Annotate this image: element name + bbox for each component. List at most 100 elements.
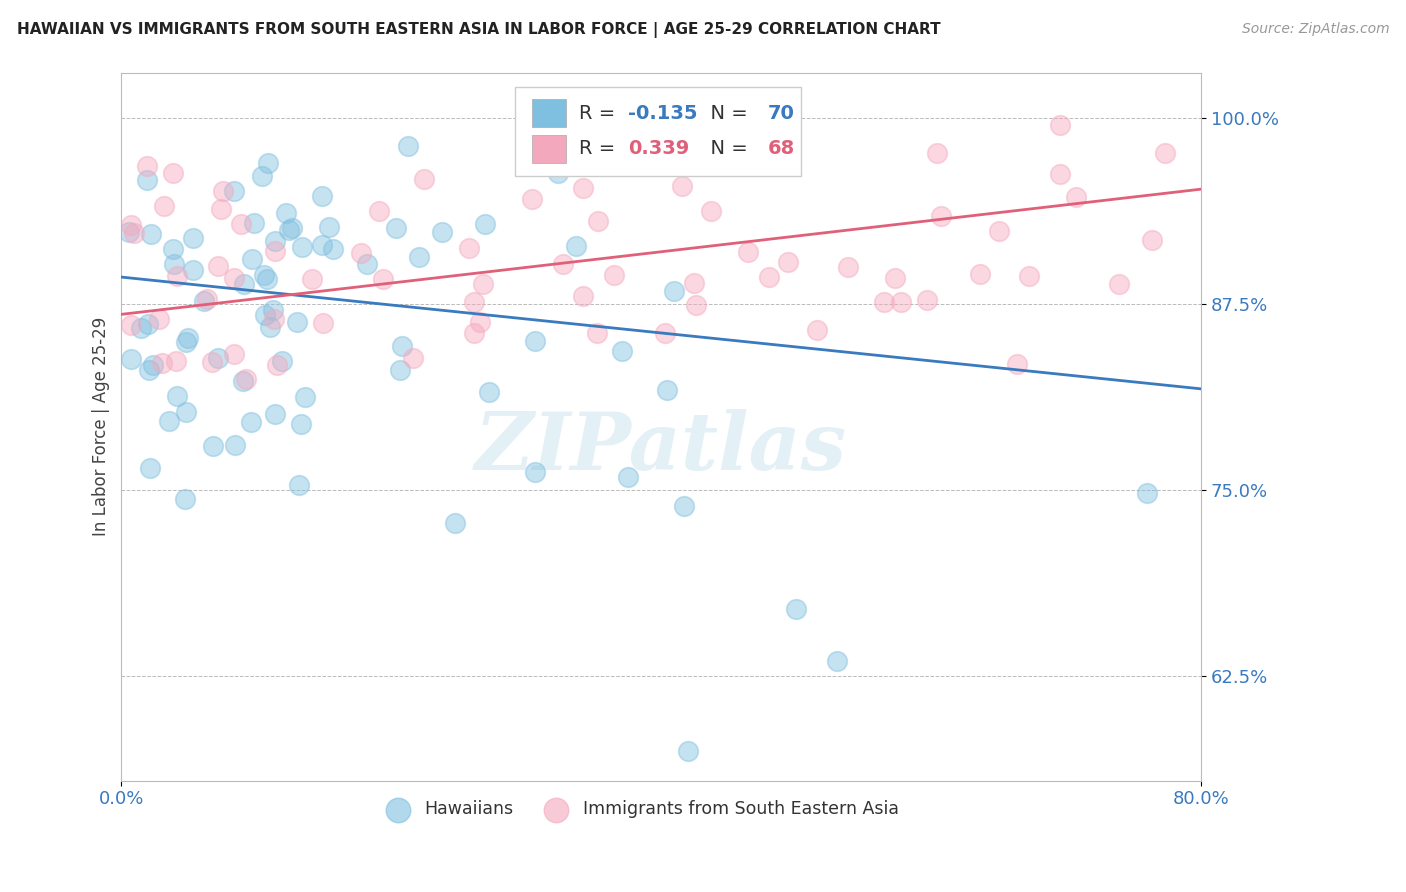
- Point: [120, 218, 142, 232]
- Point: [207, 259, 229, 273]
- Point: [136, 159, 159, 173]
- Text: N =: N =: [697, 103, 754, 123]
- Point: [969, 267, 991, 281]
- Point: [474, 217, 496, 231]
- Point: [676, 744, 699, 758]
- Point: [785, 602, 807, 616]
- Point: [201, 355, 224, 369]
- Point: [742, 113, 765, 128]
- Point: [174, 405, 197, 419]
- Point: [253, 268, 276, 283]
- Point: [148, 311, 170, 326]
- Point: [396, 139, 419, 153]
- Point: [470, 315, 492, 329]
- Point: [384, 220, 406, 235]
- Point: [153, 199, 176, 213]
- Point: [664, 284, 686, 298]
- Point: [1153, 145, 1175, 160]
- Point: [522, 192, 544, 206]
- Text: 0.339: 0.339: [627, 139, 689, 158]
- Point: [120, 318, 142, 333]
- Point: [673, 499, 696, 513]
- Point: [195, 293, 218, 307]
- Point: [262, 302, 284, 317]
- Point: [322, 242, 344, 256]
- Point: [264, 234, 287, 248]
- Point: [263, 244, 285, 258]
- Point: [671, 178, 693, 193]
- Point: [288, 478, 311, 492]
- Point: [884, 271, 907, 285]
- Point: [758, 269, 780, 284]
- Text: R =: R =: [579, 139, 621, 158]
- Point: [547, 166, 569, 180]
- Point: [391, 339, 413, 353]
- Point: [371, 272, 394, 286]
- Point: [458, 241, 481, 255]
- Point: [222, 185, 245, 199]
- Point: [356, 257, 378, 271]
- Point: [586, 214, 609, 228]
- Point: [138, 363, 160, 377]
- Point: [603, 268, 626, 282]
- Point: [166, 389, 188, 403]
- Point: [259, 319, 281, 334]
- Text: R =: R =: [579, 103, 621, 123]
- Point: [311, 189, 333, 203]
- Point: [263, 311, 285, 326]
- Point: [232, 277, 254, 291]
- Point: [301, 271, 323, 285]
- Point: [472, 277, 495, 291]
- Point: [243, 216, 266, 230]
- Point: [291, 240, 314, 254]
- Point: [927, 145, 949, 160]
- Point: [402, 351, 425, 366]
- Point: [463, 326, 485, 340]
- Point: [412, 171, 434, 186]
- Point: [222, 346, 245, 360]
- Y-axis label: In Labor Force | Age 25-29: In Labor Force | Age 25-29: [93, 318, 110, 536]
- Point: [683, 277, 706, 291]
- Point: [131, 321, 153, 335]
- Point: [193, 293, 215, 308]
- Point: [617, 470, 640, 484]
- Point: [350, 246, 373, 260]
- Point: [654, 326, 676, 340]
- Point: [1108, 277, 1130, 291]
- Point: [165, 353, 187, 368]
- Point: [157, 414, 180, 428]
- Point: [929, 209, 952, 223]
- Point: [586, 326, 609, 341]
- Text: HAWAIIAN VS IMMIGRANTS FROM SOUTH EASTERN ASIA IN LABOR FORCE | AGE 25-29 CORREL: HAWAIIAN VS IMMIGRANTS FROM SOUTH EASTER…: [17, 22, 941, 38]
- Point: [231, 217, 253, 231]
- Point: [564, 238, 586, 252]
- Text: -0.135: -0.135: [627, 103, 697, 123]
- Point: [478, 384, 501, 399]
- Point: [207, 351, 229, 366]
- Point: [209, 202, 232, 216]
- Point: [837, 260, 859, 275]
- Point: [408, 250, 430, 264]
- Point: [181, 263, 204, 277]
- Point: [150, 356, 173, 370]
- Point: [166, 269, 188, 284]
- Text: ZIPatlas: ZIPatlas: [475, 409, 848, 487]
- Point: [162, 166, 184, 180]
- Text: N =: N =: [697, 139, 754, 158]
- Point: [1136, 486, 1159, 500]
- Point: [117, 226, 139, 240]
- Point: [657, 383, 679, 397]
- Point: [135, 173, 157, 187]
- Point: [890, 294, 912, 309]
- Point: [825, 655, 848, 669]
- Point: [224, 271, 246, 285]
- Point: [276, 206, 298, 220]
- Point: [551, 257, 574, 271]
- Point: [181, 231, 204, 245]
- Point: [174, 334, 197, 349]
- Legend: Hawaiians, Immigrants from South Eastern Asia: Hawaiians, Immigrants from South Eastern…: [374, 793, 905, 825]
- Point: [988, 224, 1011, 238]
- Point: [294, 390, 316, 404]
- Point: [138, 460, 160, 475]
- FancyBboxPatch shape: [531, 99, 567, 128]
